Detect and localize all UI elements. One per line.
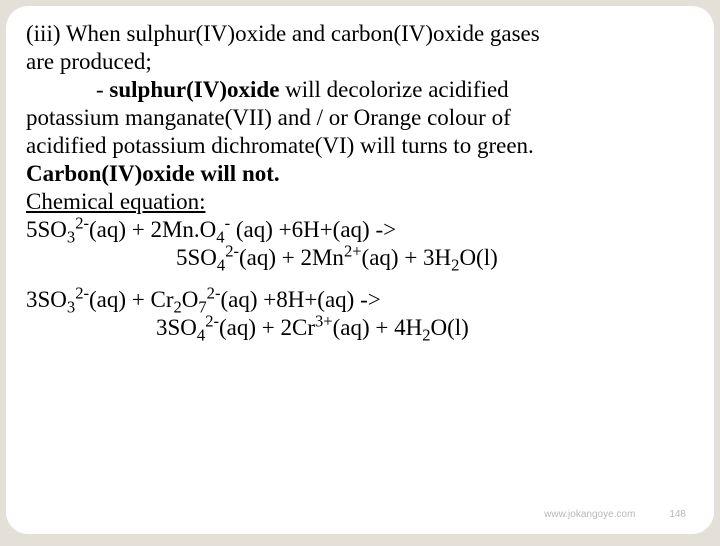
eq-frag: (aq) + 2Mn xyxy=(239,245,344,270)
eq-frag: (aq) + Cr xyxy=(89,287,174,312)
eq-sup: 2- xyxy=(207,284,221,303)
para-line-3: - sulphur(IV)oxide will decolorize acidi… xyxy=(26,76,694,104)
eq-sup: 2- xyxy=(75,284,89,303)
equation-2-left: 3SO32-(aq) + Cr2O72-(aq) +8H+(aq) -> xyxy=(26,286,694,314)
equation-1-right: 5SO42-(aq) + 2Mn2+(aq) + 3H2O(l) xyxy=(26,244,694,272)
para-line-1: (iii) When sulphur(IV)oxide and carbon(I… xyxy=(26,20,694,48)
equation-2-right: 3SO42-(aq) + 2Cr3+(aq) + 4H2O(l) xyxy=(26,314,694,342)
para-line-5: acidified potassium dichromate(VI) will … xyxy=(26,132,694,160)
para-line-4: potassium manganate(VII) and / or Orange… xyxy=(26,104,694,132)
eq-sub: 3 xyxy=(67,298,75,317)
eq-sup: 2- xyxy=(75,214,89,233)
eq-frag: (aq) +8H+(aq) -> xyxy=(220,287,380,312)
eq-sub: 4 xyxy=(197,326,205,345)
eq-sub: 4 xyxy=(217,256,225,275)
eq-frag: O(l) xyxy=(430,315,468,340)
para-line-2: are produced; xyxy=(26,48,694,76)
line3-post: will decolorize acidified xyxy=(279,77,508,102)
slide-card: (iii) When sulphur(IV)oxide and carbon(I… xyxy=(6,6,714,534)
eq-frag: (aq) +6H+(aq) -> xyxy=(230,217,396,242)
eq-frag: (aq) + 2Cr xyxy=(219,315,315,340)
eq-frag: O xyxy=(182,287,199,312)
eq-sub: 3 xyxy=(67,228,75,247)
eq-frag: (aq) + 3H xyxy=(362,245,452,270)
para-line-6: Carbon(IV)oxide will not. xyxy=(26,160,694,188)
spacer xyxy=(26,272,694,286)
eq-frag: O(l) xyxy=(459,245,497,270)
line3-pre: - xyxy=(96,77,109,102)
eq-frag: 5SO xyxy=(176,245,217,270)
eq-sup: 2- xyxy=(205,312,219,331)
equation-1-left: 5SO32-(aq) + 2Mn.O4- (aq) +6H+(aq) -> xyxy=(26,216,694,244)
footer-url: www.jokangoye.com xyxy=(544,509,635,520)
slide-content: (iii) When sulphur(IV)oxide and carbon(I… xyxy=(26,20,694,343)
eq-sup: 3+ xyxy=(315,312,333,331)
eq-frag: 5SO xyxy=(26,217,67,242)
line3-bold: sulphur(IV)oxide xyxy=(109,77,279,102)
slide-footer: www.jokangoye.com 148 xyxy=(544,509,686,520)
eq-sup: 2- xyxy=(225,242,239,261)
page-number: 148 xyxy=(669,509,686,520)
eq-frag: 3SO xyxy=(156,315,197,340)
eq-sup: 2+ xyxy=(344,242,362,261)
eq-frag: (aq) + 4H xyxy=(333,315,423,340)
chem-eq-label: Chemical equation: xyxy=(26,188,694,216)
eq-frag: 3SO xyxy=(26,287,67,312)
eq-frag: (aq) + 2Mn.O xyxy=(89,217,216,242)
